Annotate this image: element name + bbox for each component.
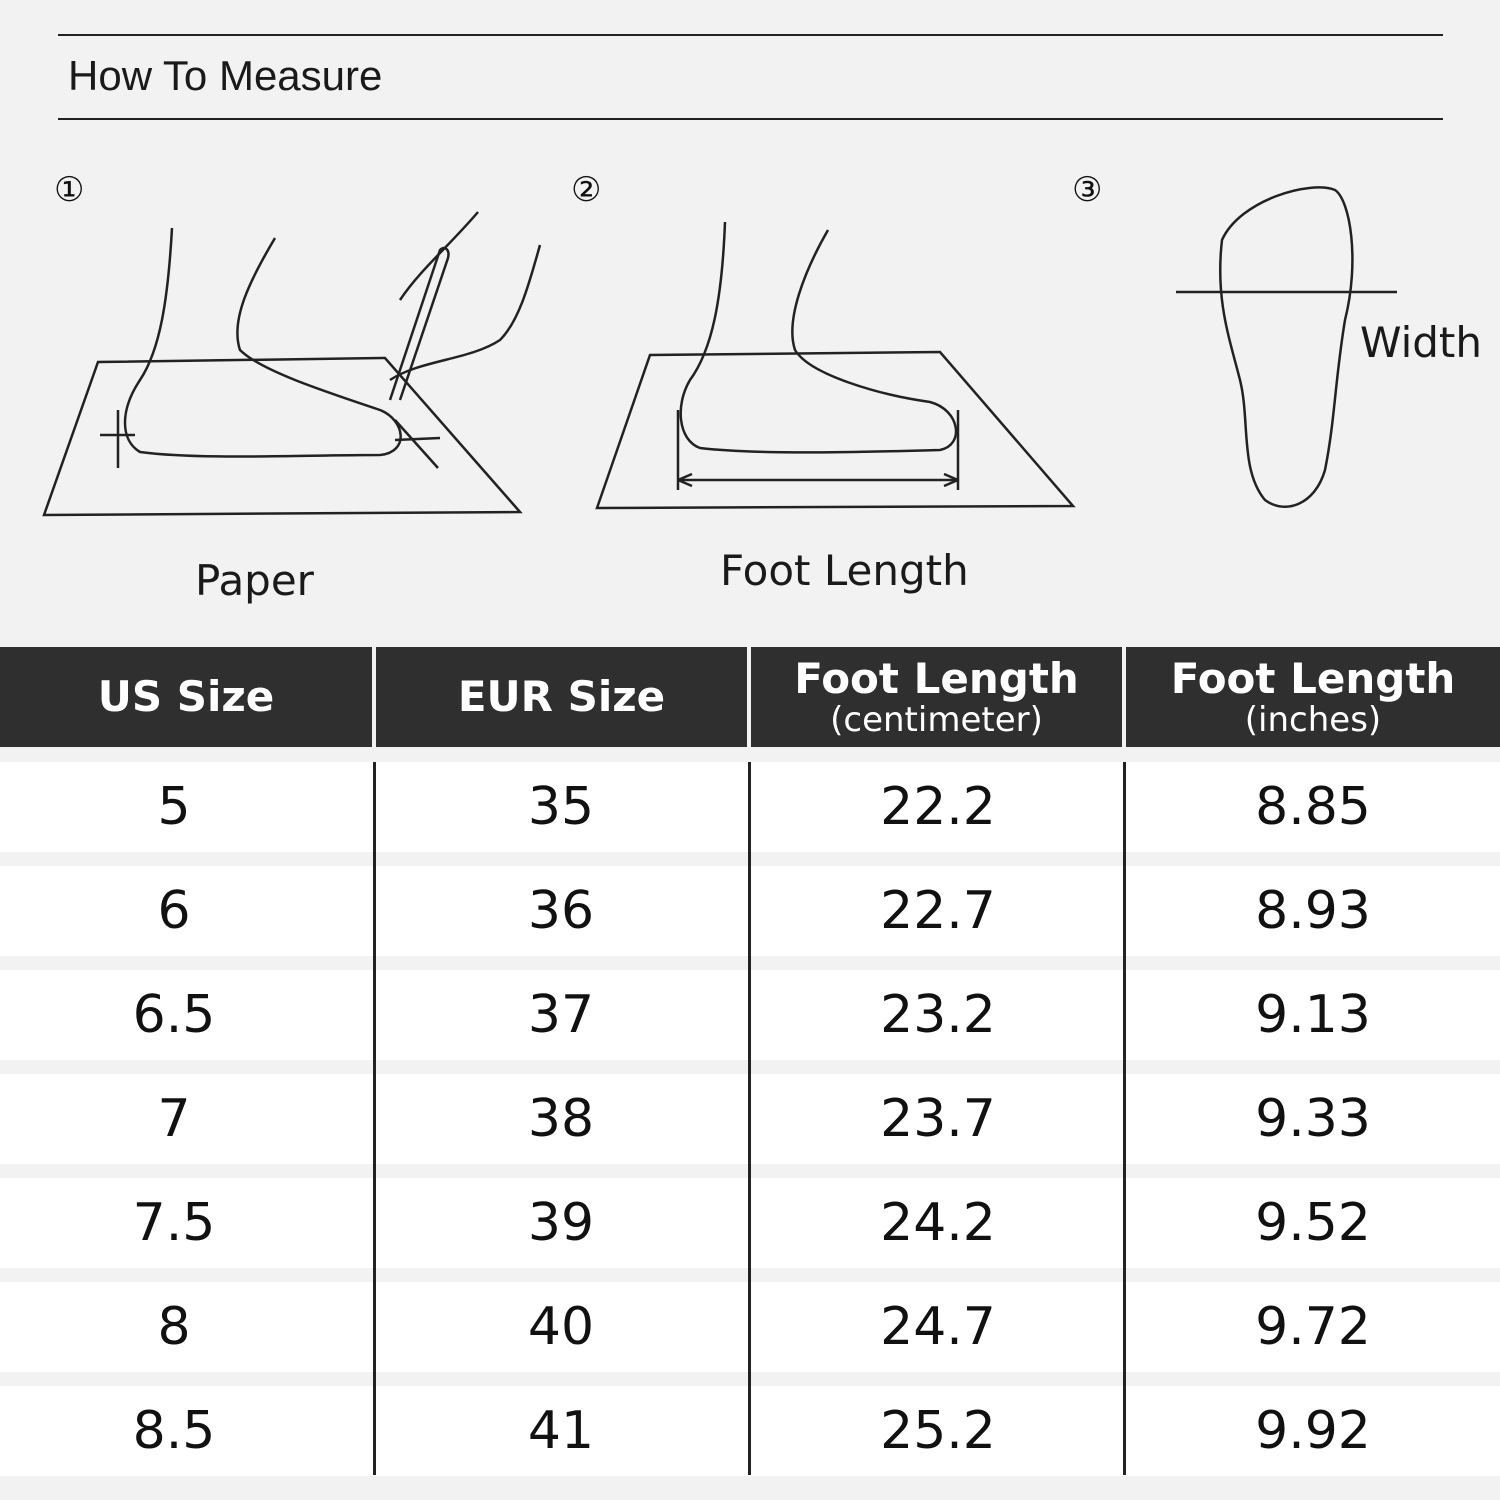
column-label: US Size	[97, 672, 275, 721]
foot-length-cm-cell: 24.2	[880, 1193, 996, 1253]
column-divider	[748, 762, 751, 1475]
foot-length-cm-cell: 22.7	[880, 881, 996, 941]
foot-length-in-cell: 9.13	[1255, 985, 1371, 1045]
eur-size-cell: 39	[527, 1193, 595, 1253]
us-size-cell: 6	[157, 881, 191, 941]
foot-length-in-cell: 9.72	[1255, 1297, 1371, 1357]
title-rule	[58, 118, 1443, 120]
paper-foot-pencil-drawing	[42, 211, 542, 517]
foot-length-drawing	[595, 221, 1076, 510]
foot-length-cm-cell: 22.2	[880, 777, 996, 837]
eur-size-cell: 36	[527, 881, 595, 941]
column-label: Foot Length	[1170, 654, 1456, 703]
foot-width-drawing	[1176, 186, 1397, 508]
column-unit: (inches)	[1244, 700, 1382, 740]
eur-size-cell: 41	[527, 1401, 595, 1461]
step-3-caption: Width	[1360, 318, 1483, 367]
foot-length-cm-cell: 23.2	[880, 985, 996, 1045]
step-1-number: ①	[54, 170, 85, 210]
step-2-number: ②	[571, 170, 602, 210]
column-unit: (centimeter)	[830, 700, 1043, 740]
column-header-us-size: US Size	[0, 647, 372, 747]
column-label: Foot Length	[794, 654, 1079, 703]
size-table-header: US Size EUR Size Foot Length (centimeter…	[0, 647, 1500, 747]
foot-length-in-cell: 8.93	[1255, 881, 1371, 941]
us-size-cell: 5	[157, 777, 191, 837]
foot-length-in-cell: 9.33	[1255, 1089, 1371, 1149]
us-size-cell: 6.5	[132, 985, 216, 1045]
column-label: EUR Size	[457, 672, 666, 721]
foot-length-cm-cell: 24.7	[880, 1297, 996, 1357]
us-size-cell: 7	[157, 1089, 191, 1149]
step-2-caption: Foot Length	[720, 546, 969, 595]
step-3-number: ③	[1072, 170, 1103, 210]
foot-length-in-cell: 9.92	[1255, 1401, 1371, 1461]
foot-length-in-cell: 8.85	[1255, 777, 1371, 837]
page-title: How To Measure	[68, 52, 383, 99]
foot-length-in-cell: 9.52	[1255, 1193, 1371, 1253]
column-divider	[1123, 762, 1126, 1475]
eur-size-cell: 38	[527, 1089, 595, 1149]
column-header-foot-length-cm: Foot Length (centimeter)	[751, 647, 1122, 747]
foot-length-cm-cell: 23.7	[880, 1089, 996, 1149]
eur-size-cell: 37	[527, 985, 595, 1045]
column-divider	[373, 762, 376, 1475]
column-header-eur-size: EUR Size	[376, 647, 747, 747]
column-header-foot-length-in: Foot Length (inches)	[1126, 647, 1500, 747]
top-rule	[58, 34, 1443, 36]
us-size-cell: 7.5	[132, 1193, 216, 1253]
step-1-caption: Paper	[195, 556, 314, 605]
eur-size-cell: 40	[527, 1297, 595, 1357]
eur-size-cell: 35	[527, 777, 595, 837]
us-size-cell: 8	[157, 1297, 191, 1357]
foot-length-cm-cell: 25.2	[880, 1401, 996, 1461]
us-size-cell: 8.5	[132, 1401, 216, 1461]
measuring-illustrations	[42, 186, 1397, 517]
